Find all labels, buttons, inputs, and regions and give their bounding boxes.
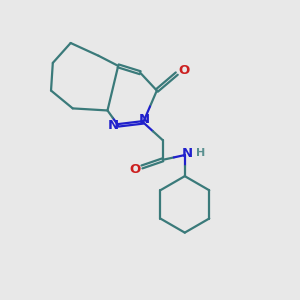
Text: N: N [139, 113, 150, 126]
Text: O: O [130, 164, 141, 176]
Text: N: N [108, 119, 119, 132]
Text: H: H [196, 148, 206, 158]
Text: O: O [178, 64, 190, 77]
Text: N: N [182, 147, 193, 160]
